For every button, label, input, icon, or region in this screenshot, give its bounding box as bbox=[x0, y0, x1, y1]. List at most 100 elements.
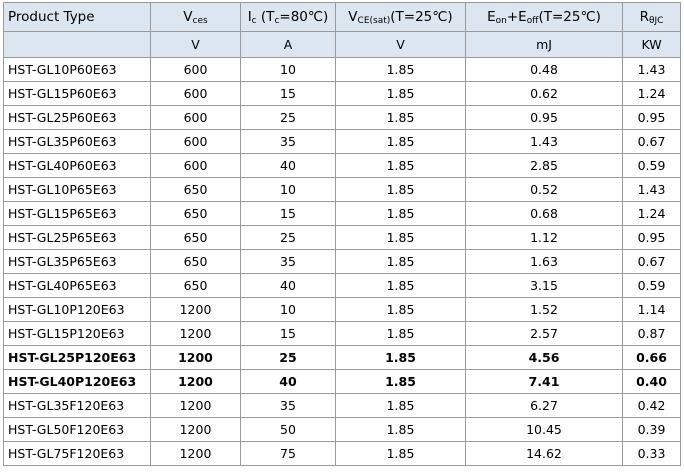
value-cell: 1.43 bbox=[465, 129, 623, 154]
value-cell: 1200 bbox=[150, 297, 241, 322]
value-cell: 0.39 bbox=[622, 417, 681, 442]
product-cell: HST-GL35P65E63 bbox=[3, 249, 151, 274]
product-cell: HST-GL25P65E63 bbox=[3, 225, 151, 250]
value-cell: 40 bbox=[240, 369, 336, 394]
product-cell: HST-GL15P60E63 bbox=[3, 81, 151, 106]
value-cell: 0.95 bbox=[622, 105, 681, 130]
value-cell: 6.27 bbox=[465, 393, 623, 418]
value-cell: 1.12 bbox=[465, 225, 623, 250]
value-cell: 2.85 bbox=[465, 153, 623, 178]
value-cell: 25 bbox=[240, 105, 336, 130]
value-cell: 0.66 bbox=[622, 345, 681, 370]
table-body: HST-GL10P60E63 600 10 1.85 0.48 1.43 HST-GL15P… bbox=[3, 57, 681, 466]
table-row: HST-GL10P120E63 1200 10 1.85 1.52 1.14 bbox=[3, 297, 681, 322]
value-cell: 15 bbox=[240, 81, 336, 106]
header-text: (T bbox=[256, 8, 275, 25]
table-row: HST-GL15P120E63 1200 15 1.85 2.57 0.87 bbox=[3, 321, 681, 346]
column-header: RθJC bbox=[622, 2, 681, 32]
value-cell: 600 bbox=[150, 129, 241, 154]
table-row: HST-GL10P65E63 650 10 1.85 0.52 1.43 bbox=[3, 177, 681, 202]
table-row: HST-GL25P120E63 1200 25 1.85 4.56 0.66 bbox=[3, 345, 681, 370]
value-cell: 10 bbox=[240, 297, 336, 322]
value-cell: 1.85 bbox=[335, 417, 466, 442]
value-cell: 75 bbox=[240, 441, 336, 466]
value-cell: 1200 bbox=[150, 321, 241, 346]
column-header: VCE(sat)(T=25℃) bbox=[335, 2, 466, 32]
value-cell: 0.67 bbox=[622, 129, 681, 154]
value-cell: 1200 bbox=[150, 417, 241, 442]
value-cell: 0.59 bbox=[622, 273, 681, 298]
unit-cell: KW bbox=[622, 31, 681, 58]
column-header: Eon+Eoff(T=25℃) bbox=[465, 2, 623, 32]
header-subscript: c bbox=[251, 15, 257, 26]
value-cell: 35 bbox=[240, 129, 336, 154]
value-cell: 3.15 bbox=[465, 273, 623, 298]
table-row: HST-GL75F120E63 1200 75 1.85 14.62 0.33 bbox=[3, 441, 681, 466]
product-cell: HST-GL25P120E63 bbox=[3, 345, 151, 370]
value-cell: 7.41 bbox=[465, 369, 623, 394]
value-cell: 650 bbox=[150, 273, 241, 298]
unit-cell: V bbox=[150, 31, 241, 58]
value-cell: 0.95 bbox=[465, 105, 623, 130]
table-row: HST-GL35P60E63 600 35 1.85 1.43 0.67 bbox=[3, 129, 681, 154]
header-text: E bbox=[487, 8, 496, 25]
table-row: HST-GL25P60E63 600 25 1.85 0.95 0.95 bbox=[3, 105, 681, 130]
value-cell: 25 bbox=[240, 225, 336, 250]
value-cell: 1.85 bbox=[335, 273, 466, 298]
product-cell: HST-GL35F120E63 bbox=[3, 393, 151, 418]
product-cell: HST-GL10P60E63 bbox=[3, 57, 151, 82]
table-row: HST-GL15P65E63 650 15 1.85 0.68 1.24 bbox=[3, 201, 681, 226]
product-cell: HST-GL35P60E63 bbox=[3, 129, 151, 154]
value-cell: 1.85 bbox=[335, 153, 466, 178]
value-cell: 1.85 bbox=[335, 177, 466, 202]
value-cell: 15 bbox=[240, 201, 336, 226]
value-cell: 1.52 bbox=[465, 297, 623, 322]
header-subscript: off bbox=[526, 15, 539, 26]
product-cell: HST-GL25P60E63 bbox=[3, 105, 151, 130]
product-cell: HST-GL40P60E63 bbox=[3, 153, 151, 178]
value-cell: 40 bbox=[240, 153, 336, 178]
value-cell: 10.45 bbox=[465, 417, 623, 442]
value-cell: 1200 bbox=[150, 369, 241, 394]
header-text: Product Type bbox=[8, 9, 95, 25]
table-row: HST-GL35P65E63 650 35 1.85 1.63 0.67 bbox=[3, 249, 681, 274]
value-cell: 1.85 bbox=[335, 129, 466, 154]
value-cell: 4.56 bbox=[465, 345, 623, 370]
header-text: I bbox=[247, 8, 252, 25]
value-cell: 1.24 bbox=[622, 201, 681, 226]
value-cell: 600 bbox=[150, 105, 241, 130]
value-cell: 1200 bbox=[150, 393, 241, 418]
product-cell: HST-GL15P120E63 bbox=[3, 321, 151, 346]
header-text: V bbox=[348, 8, 358, 25]
value-cell: 1.85 bbox=[335, 393, 466, 418]
value-cell: 1.85 bbox=[335, 249, 466, 274]
table-row: HST-GL50F120E63 1200 50 1.85 10.45 0.39 bbox=[3, 417, 681, 442]
table-row: HST-GL40P65E63 650 40 1.85 3.15 0.59 bbox=[3, 273, 681, 298]
value-cell: 0.62 bbox=[465, 81, 623, 106]
value-cell: 35 bbox=[240, 393, 336, 418]
value-cell: 0.95 bbox=[622, 225, 681, 250]
value-cell: 600 bbox=[150, 81, 241, 106]
value-cell: 0.40 bbox=[622, 369, 681, 394]
header-text: +E bbox=[506, 8, 527, 25]
value-cell: 1.24 bbox=[622, 81, 681, 106]
header-subscript: c bbox=[274, 15, 280, 26]
header-text: (T=25℃) bbox=[390, 8, 453, 25]
value-cell: 600 bbox=[150, 153, 241, 178]
header-subscript: ces bbox=[192, 15, 208, 26]
value-cell: 15 bbox=[240, 321, 336, 346]
header-text: (T=25℃) bbox=[538, 8, 601, 25]
header-text: =80℃) bbox=[279, 8, 329, 25]
value-cell: 0.33 bbox=[622, 441, 681, 466]
table-row: HST-GL40P120E63 1200 40 1.85 7.41 0.40 bbox=[3, 369, 681, 394]
value-cell: 1.85 bbox=[335, 81, 466, 106]
value-cell: 1.85 bbox=[335, 201, 466, 226]
value-cell: 1.85 bbox=[335, 57, 466, 82]
value-cell: 0.68 bbox=[465, 201, 623, 226]
table-row: HST-GL40P60E63 600 40 1.85 2.85 0.59 bbox=[3, 153, 681, 178]
value-cell: 600 bbox=[150, 57, 241, 82]
column-header: Vces bbox=[150, 2, 241, 32]
table-head: Product Type Vces Ic (Tc=80℃) VCE(sat)(T=25… bbox=[3, 2, 681, 58]
